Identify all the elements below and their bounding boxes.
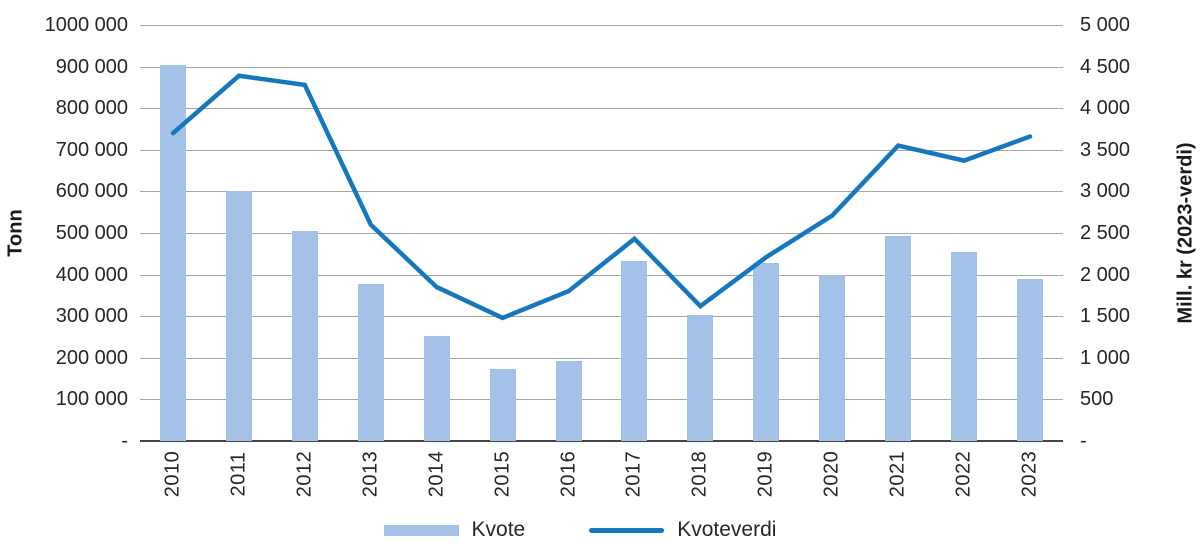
left-tick-label: 400 000 [55, 263, 128, 286]
gridline [140, 316, 1063, 318]
bar-2015 [489, 369, 516, 441]
kvoteverdi-polyline [170, 73, 1033, 321]
right-tick-label: 3 500 [1080, 138, 1131, 161]
gridline [140, 233, 1063, 234]
gridline [140, 191, 1063, 193]
bar-swatch-icon [383, 524, 459, 536]
right-tick-label: 2 000 [1080, 263, 1131, 286]
legend-item-kvote: Kvote [383, 518, 526, 542]
left-tick-label: 700 000 [55, 138, 128, 161]
right-tick-label: 4 000 [1080, 97, 1131, 120]
x-label-2011: 2011 [227, 451, 250, 497]
bar-2013 [357, 283, 384, 441]
bar-2012 [291, 230, 318, 441]
x-label-2010: 2010 [161, 450, 184, 498]
left-tick-label: 800 000 [55, 97, 128, 120]
legend-label-kvote: Kvote [471, 518, 526, 541]
bar-2023 [1017, 279, 1044, 441]
right-tick-label: - [1080, 430, 1087, 452]
bar-2019 [753, 262, 780, 441]
bar-2014 [423, 336, 450, 441]
x-label-2018: 2018 [688, 450, 711, 498]
left-tick-label: 900 000 [55, 55, 128, 78]
left-tick-label: 100 000 [55, 388, 128, 411]
plot-area [140, 25, 1063, 442]
x-label-2020: 2020 [820, 450, 843, 498]
legend-item-kvoteverdi: Kvoteverdi [589, 518, 776, 542]
left-tick-label: 200 000 [55, 346, 128, 369]
bar-2017 [621, 261, 648, 441]
right-tick-label: 1 000 [1080, 346, 1131, 369]
kvoteverdi-line [170, 73, 1033, 321]
right-tick-label: 5 000 [1080, 14, 1131, 36]
bar-2021 [885, 235, 912, 441]
gridline [140, 66, 1063, 68]
gridline [140, 357, 1063, 359]
right-tick-label: 500 [1080, 388, 1114, 411]
x-label-2015: 2015 [491, 450, 514, 498]
x-label-2023: 2023 [1018, 450, 1041, 498]
gridline [140, 149, 1063, 151]
bar-2022 [951, 251, 978, 441]
gridline [140, 274, 1063, 276]
right-tick-label: 3 000 [1080, 180, 1131, 203]
left-tick-label: 500 000 [55, 222, 128, 244]
right-tick-label: 2 500 [1080, 222, 1131, 244]
x-label-2021: 2021 [886, 450, 909, 498]
bar-2016 [555, 360, 582, 441]
right-tick-label: 4 500 [1080, 55, 1131, 78]
line-swatch-icon [589, 527, 665, 533]
x-label-2013: 2013 [359, 450, 382, 498]
x-label-2016: 2016 [557, 450, 580, 498]
bar-2011 [225, 191, 252, 441]
right-tick-label: 1 500 [1080, 305, 1131, 328]
legend-label-kvoteverdi: Kvoteverdi [677, 518, 777, 541]
gridline [140, 108, 1063, 110]
x-label-2019: 2019 [754, 450, 777, 498]
x-label-2012: 2012 [293, 450, 316, 498]
bar-2018 [687, 314, 714, 441]
bar-2020 [819, 275, 846, 441]
x-label-2022: 2022 [952, 450, 975, 498]
gridline [140, 399, 1063, 401]
left-tick-label: 300 000 [55, 305, 128, 328]
right-axis-title-text: Mill. kr (2023-verdi) [1174, 142, 1197, 324]
legend: Kvote Kvoteverdi [0, 512, 1160, 548]
x-axis-line [140, 440, 1063, 442]
left-tick-label: 1000 000 [44, 14, 128, 36]
x-label-2017: 2017 [622, 450, 645, 498]
left-tick-label: - [121, 430, 128, 452]
left-tick-label: 600 000 [55, 180, 128, 203]
x-label-2014: 2014 [425, 450, 448, 498]
gridline [140, 25, 1063, 26]
